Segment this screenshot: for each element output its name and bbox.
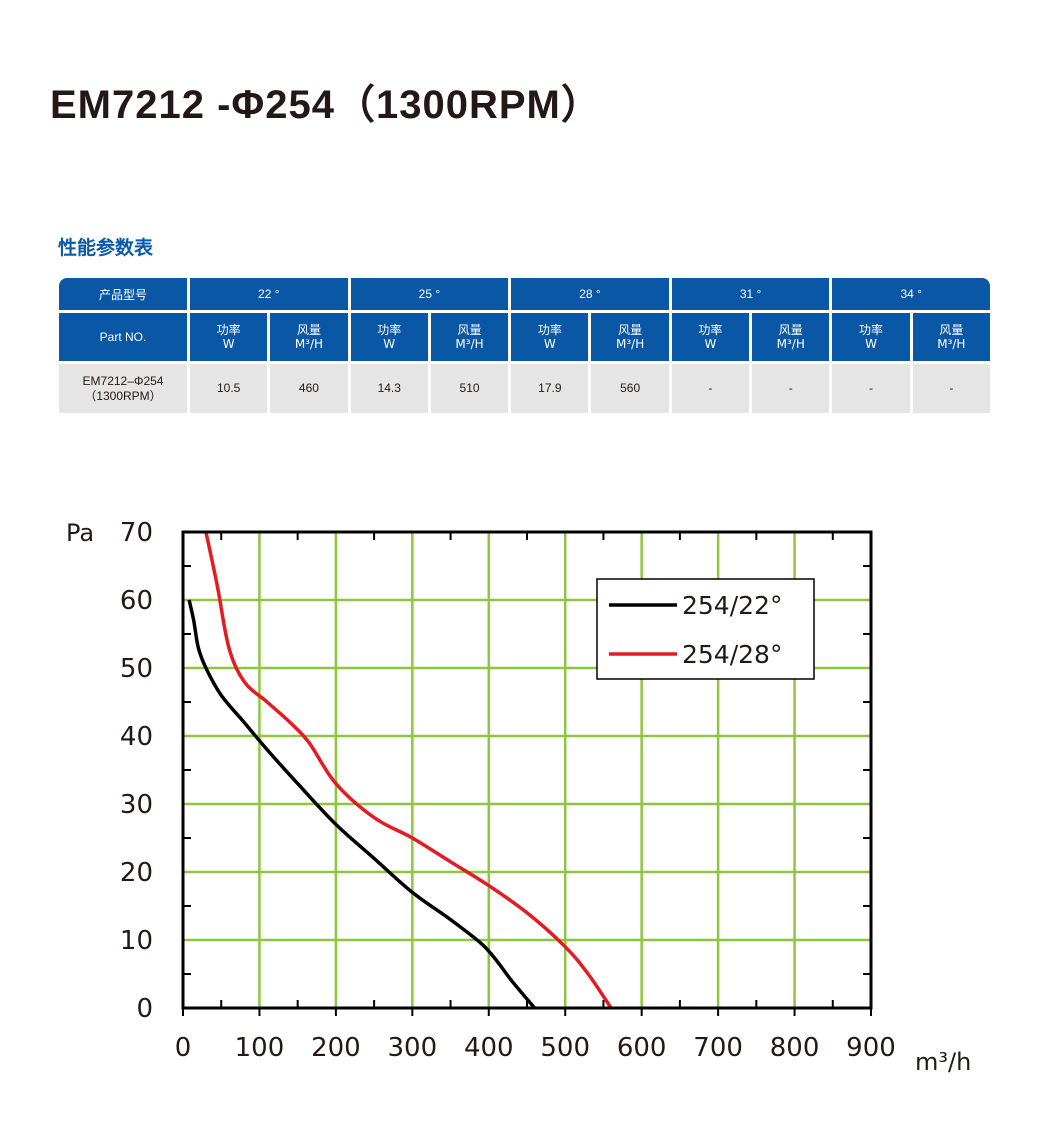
cell-value: - bbox=[829, 361, 910, 413]
x-tick-label: 100 bbox=[235, 1033, 285, 1063]
y-tick-label: 30 bbox=[120, 790, 153, 820]
x-tick-label: 600 bbox=[617, 1033, 667, 1063]
y-tick-label: 60 bbox=[120, 586, 153, 616]
header-airflow: 风量 M³/H bbox=[588, 310, 669, 361]
legend-box bbox=[596, 578, 815, 680]
plot-frame bbox=[181, 530, 873, 1010]
x-tick-label: 700 bbox=[693, 1033, 743, 1063]
cell-value: 510 bbox=[427, 361, 509, 413]
legend-label-1: 254/22° bbox=[682, 591, 782, 620]
header-angle: 28 ° bbox=[508, 278, 669, 310]
header-power: 功率 W bbox=[347, 310, 428, 361]
header-airflow: 风量 M³/H bbox=[427, 310, 509, 361]
cell-value: - bbox=[749, 361, 830, 413]
performance-table: 产品型号 22 ° 25 ° 28 ° 31 ° 34 ° Part NO. 功… bbox=[59, 278, 990, 413]
cell-value: 10.5 bbox=[187, 361, 268, 413]
header-part-no: Part NO. bbox=[59, 310, 187, 361]
header-airflow: 风量 M³/H bbox=[267, 310, 348, 361]
y-tick-label: 50 bbox=[120, 654, 153, 684]
x-tick-label: 900 bbox=[846, 1033, 896, 1063]
chart-legend: 254/22° 254/28° bbox=[596, 578, 815, 680]
x-tick-label: 200 bbox=[311, 1033, 361, 1063]
legend-label-2: 254/28° bbox=[682, 640, 782, 669]
y-tick-label: 20 bbox=[120, 858, 153, 888]
header-power: 功率 W bbox=[187, 310, 268, 361]
table-section-title: 性能参数表 bbox=[58, 237, 154, 259]
cell-value: 17.9 bbox=[508, 361, 589, 413]
header-power: 功率 W bbox=[508, 310, 589, 361]
header-angle: 25 ° bbox=[347, 278, 509, 310]
header-model: 产品型号 bbox=[59, 278, 187, 310]
cell-value: - bbox=[668, 361, 750, 413]
x-tick-labels: 0 100 200 300 400 500 600 700 800 900 bbox=[175, 1033, 896, 1063]
pressure-airflow-chart: 0 10 20 30 40 50 60 70 0 100 200 300 400 500 600 700 80… bbox=[66, 518, 971, 1076]
y-tick-labels: 0 10 20 30 40 50 60 70 bbox=[120, 518, 153, 1024]
cell-model: EM7212–Φ254 （1300RPM） bbox=[59, 361, 187, 413]
header-airflow: 风量 M³/H bbox=[749, 310, 830, 361]
x-tick-label: 0 bbox=[175, 1033, 192, 1063]
chart-series bbox=[187, 531, 613, 1010]
header-angle: 34 ° bbox=[829, 278, 990, 310]
x-tick-label: 800 bbox=[770, 1033, 820, 1063]
table-row: EM7212–Φ254 （1300RPM） 10.5 460 14.3 510 1… bbox=[59, 361, 990, 413]
table-header-row: 产品型号 22 ° 25 ° 28 ° 31 ° 34 ° bbox=[59, 278, 990, 310]
x-tick-label: 300 bbox=[388, 1033, 438, 1063]
x-tick-label: 500 bbox=[540, 1033, 590, 1063]
header-power: 功率 W bbox=[668, 310, 750, 361]
cell-value: 14.3 bbox=[347, 361, 428, 413]
y-tick-label: 10 bbox=[120, 926, 153, 956]
cell-value: 460 bbox=[267, 361, 348, 413]
header-angle: 31 ° bbox=[668, 278, 830, 310]
y-axis-label: Pa bbox=[66, 519, 94, 547]
cell-value: 560 bbox=[588, 361, 669, 413]
header-airflow: 风量 M³/H bbox=[909, 310, 990, 361]
table-subheader-row: Part NO. 功率 W 风量 M³/H 功率 W 风量 M³/H 功率 W 风量 M³/… bbox=[59, 310, 990, 361]
y-tick-label: 40 bbox=[120, 722, 153, 752]
cell-value: - bbox=[909, 361, 990, 413]
series-line-1 bbox=[187, 599, 536, 1010]
y-tick-label: 70 bbox=[120, 518, 153, 548]
x-axis-label: m³/h bbox=[915, 1048, 971, 1076]
header-angle: 22 ° bbox=[187, 278, 348, 310]
page-title: EM7212 -Φ254（1300RPM） bbox=[50, 83, 602, 127]
y-tick-label: 0 bbox=[136, 994, 153, 1024]
header-power: 功率 W bbox=[829, 310, 910, 361]
x-tick-label: 400 bbox=[464, 1033, 514, 1063]
series-line-2 bbox=[204, 531, 613, 1009]
